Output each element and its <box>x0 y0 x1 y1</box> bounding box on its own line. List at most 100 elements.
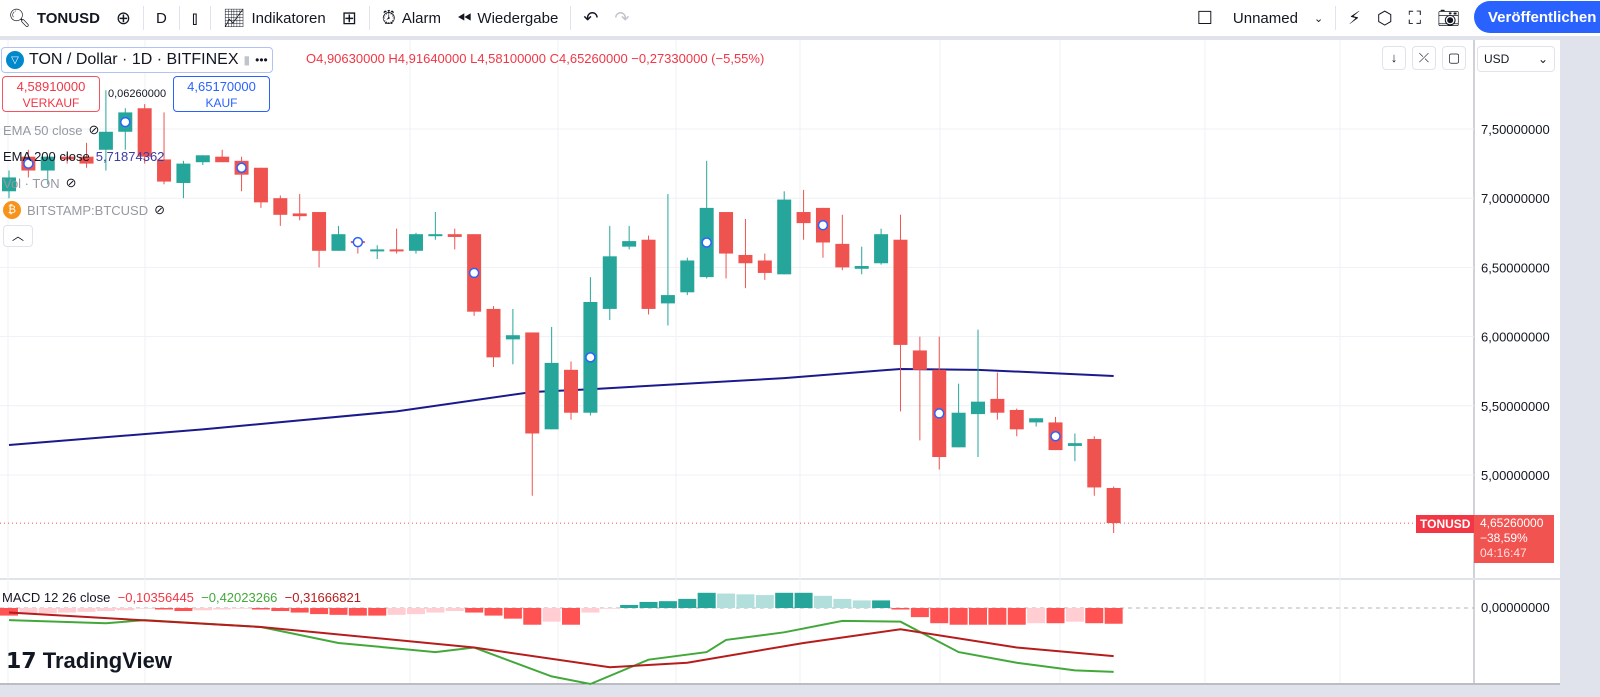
bitcoin-icon: ₿ <box>3 201 21 219</box>
interval-button[interactable]: D <box>156 9 167 27</box>
more-icon[interactable]: ••• <box>255 53 268 67</box>
macd-histogram-bar <box>368 608 387 616</box>
trade-marker <box>701 237 712 248</box>
macd-histogram-bar <box>872 600 891 608</box>
candle-body <box>680 260 695 293</box>
macd-histogram-bar <box>503 608 522 619</box>
candle-body <box>854 266 869 269</box>
tv-logo-icon: 𝟭𝟳 <box>6 648 37 673</box>
trade-marker <box>585 352 596 363</box>
candle-body <box>951 412 966 448</box>
chart-area[interactable] <box>0 40 1560 685</box>
quick-search-button[interactable]: ⚡︎ <box>1340 0 1369 36</box>
chart-type-button[interactable]: ⫾ <box>184 0 206 36</box>
macd-histogram-bar <box>77 608 96 612</box>
candle-body <box>215 156 230 163</box>
macd-histogram-bar <box>1027 608 1046 624</box>
maximize-icon: ▢ <box>1447 50 1461 65</box>
indicator-btcusd[interactable]: ₿ BITSTAMP:BTCUSD ⊘ <box>3 201 165 219</box>
macd-histogram-bar <box>465 608 484 613</box>
layout-menu-button[interactable]: ☐ Unnamed ⌄ <box>1196 8 1324 28</box>
trade-marker <box>23 158 34 169</box>
ohlc-values: O4,90630000 H4,91640000 L4,58100000 C4,6… <box>306 51 765 66</box>
undo-button[interactable]: ↶ <box>575 0 606 36</box>
fullscreen-button[interactable]: ⛶ <box>1401 0 1430 36</box>
candle-body <box>40 156 55 171</box>
collapse-legend-button[interactable]: ︿ <box>3 225 33 247</box>
candle-body <box>312 212 327 251</box>
divider <box>178 6 180 30</box>
collapse-icon: ⤫ <box>1418 50 1430 65</box>
indicator-ema200[interactable]: EMA 200 close 5,71874362 <box>3 149 165 164</box>
indicator-volume[interactable]: Vol · TON ⊘ <box>3 175 77 191</box>
sell-button[interactable]: 4,58910000 VERKAUF <box>2 76 100 112</box>
alarm-clock-icon: ⏰︎ <box>381 8 396 28</box>
indicator-ema50[interactable]: EMA 50 close ⊘ <box>3 122 100 138</box>
tradingview-logo[interactable]: 𝟭𝟳 TradingView <box>6 648 172 673</box>
indicators-icon: 📈︎ <box>222 8 246 28</box>
settings-button[interactable]: ⬡ <box>1369 0 1401 36</box>
candle-body <box>2 177 16 192</box>
eye-hidden-icon[interactable]: ⊘ <box>154 202 166 217</box>
candle-body <box>79 156 94 164</box>
publish-button[interactable]: Veröffentlichen <box>1474 1 1600 33</box>
candle-body <box>622 241 637 247</box>
candle-body <box>447 234 462 237</box>
candle-body <box>912 350 927 370</box>
macd-histogram-bar <box>717 593 736 608</box>
scroll-down-button[interactable]: ↓ <box>1382 46 1406 70</box>
collapse-pane-button[interactable]: ⤫ <box>1412 46 1436 70</box>
macd-histogram-bar <box>639 601 658 608</box>
macd-histogram-bar <box>755 595 774 608</box>
replay-button[interactable]: ⏪︎ Wiedergabe <box>457 8 559 28</box>
alert-button[interactable]: ⏰︎ Alarm <box>381 8 442 28</box>
undo-icon: ↶ <box>583 8 599 28</box>
trade-marker <box>352 236 364 248</box>
macd-histogram-bar <box>406 608 425 615</box>
candle-body <box>738 254 753 264</box>
macd-histogram-bar <box>155 608 174 610</box>
macd-zero-label: 0,00000000 <box>1481 600 1550 615</box>
symbol-search-button[interactable]: 🔍︎ TONUSD <box>8 8 100 28</box>
candle-body <box>602 256 617 309</box>
candle-body <box>505 335 520 340</box>
macd-histogram-bar <box>1046 608 1065 624</box>
candle-body <box>195 155 210 163</box>
candle-body <box>757 260 772 273</box>
candle-body <box>331 234 346 251</box>
macd-histogram-bar <box>1007 608 1026 625</box>
square-icon: ☐ <box>1196 8 1213 28</box>
divider <box>368 6 370 30</box>
maximize-pane-button[interactable]: ▢ <box>1442 46 1466 70</box>
currency-select[interactable]: USD ⌄ <box>1477 46 1555 72</box>
macd-histogram-bar <box>484 608 503 616</box>
symbol-legend[interactable]: ▽ TON / Dollar · 1D · BITFINEX ▮ ••• <box>1 47 273 73</box>
trade-marker <box>933 408 945 419</box>
macd-histogram-bar <box>988 608 1007 625</box>
candle-body <box>98 131 113 150</box>
macd-histogram-bar <box>910 608 929 618</box>
macd-histogram-bar <box>697 592 716 608</box>
indicators-button[interactable]: 📈︎ Indikatoren <box>222 8 326 28</box>
layouts-button[interactable]: ⊞ <box>334 0 365 36</box>
snapshot-button[interactable]: 📷︎ <box>1429 0 1468 36</box>
camera-icon: 📷︎ <box>1437 8 1460 28</box>
macd-histogram-bar <box>620 604 639 608</box>
macd-legend[interactable]: MACD 12 26 close −0,10356445 −0,42023266… <box>2 590 361 605</box>
redo-button[interactable]: ↷ <box>606 0 637 36</box>
macd-histogram-bar <box>891 608 910 610</box>
eye-hidden-icon[interactable]: ⊘ <box>65 175 77 190</box>
macd-histogram-bar <box>251 608 270 610</box>
price-tick-label: 7,00000000 <box>1481 191 1550 206</box>
chevron-down-icon: ⌄ <box>1537 52 1548 66</box>
eye-hidden-icon[interactable]: ⊘ <box>88 122 100 137</box>
fullscreen-icon: ⛶ <box>1408 8 1422 28</box>
candle-body <box>893 239 908 345</box>
macd-histogram-bar <box>213 608 232 610</box>
macd-histogram-bar <box>116 608 135 611</box>
spread-value: 0,06260000 <box>108 88 167 100</box>
macd-histogram-bar <box>329 608 348 615</box>
compare-button[interactable]: ⊕ <box>108 0 139 36</box>
buy-button[interactable]: 4,65170000 KAUF <box>173 76 270 112</box>
